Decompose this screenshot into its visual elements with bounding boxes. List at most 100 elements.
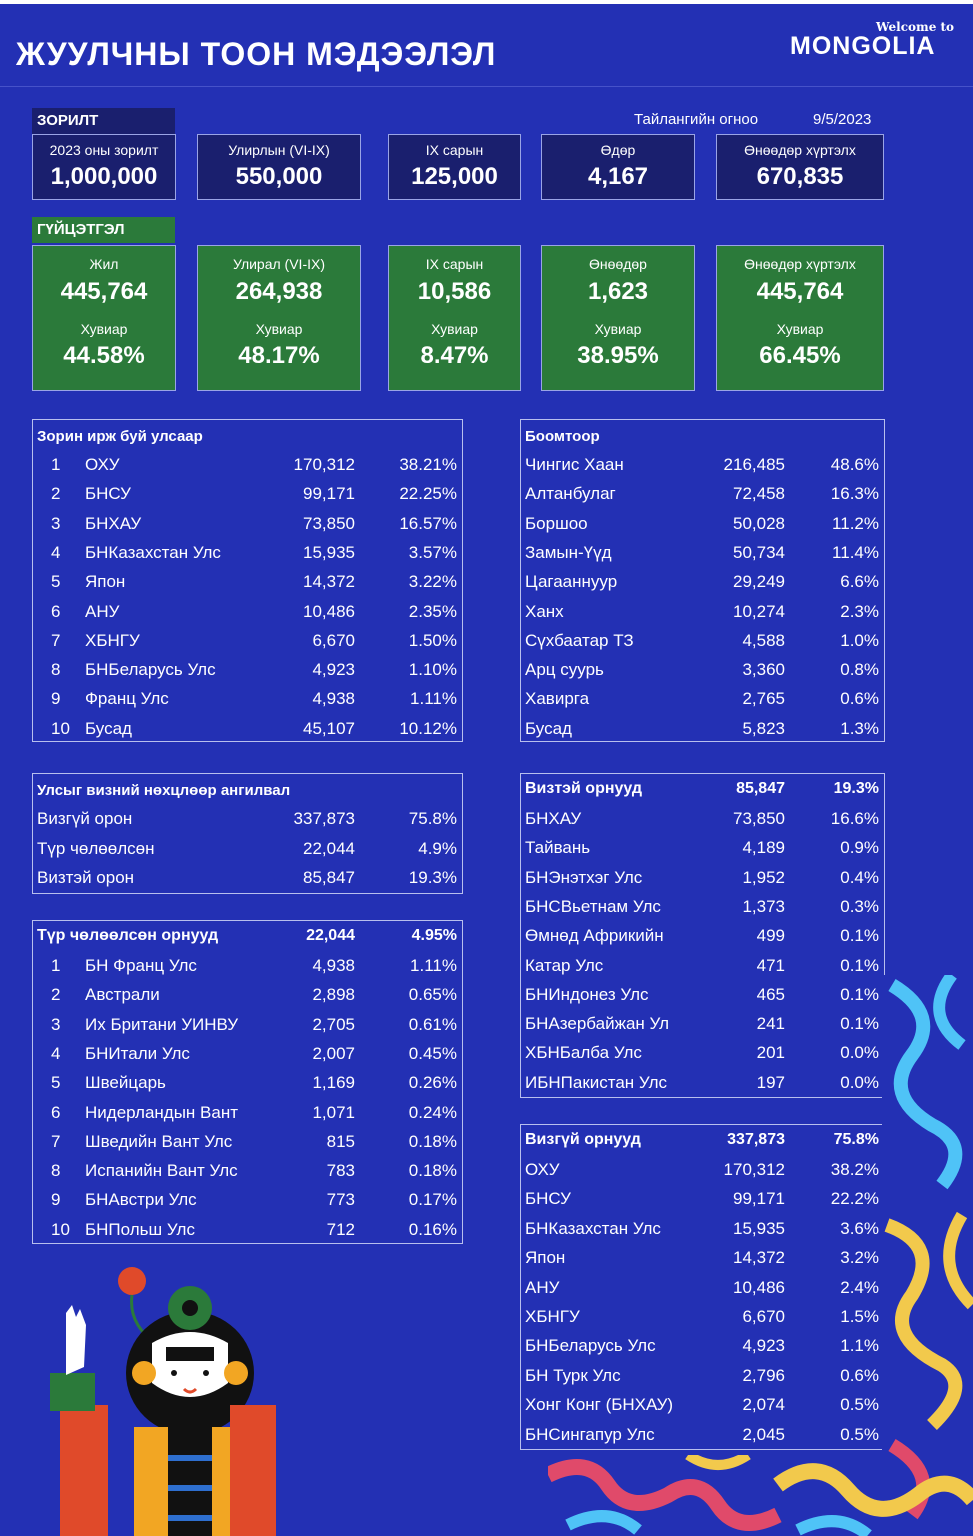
performance-pct-caption: Хувиар (594, 321, 642, 337)
count-cell: 5,823 (742, 718, 785, 738)
decorative-pattern-right (882, 975, 973, 1536)
performance-pct-caption: Хувиар (255, 321, 303, 337)
count-cell: 15,935 (303, 542, 355, 562)
count-cell: 99,171 (303, 484, 355, 504)
performance-section-label: ГҮЙЦЭТГЭЛ (32, 217, 175, 243)
table-row: ИБНПакистан Улс 197 0.0% (521, 1073, 884, 1102)
percent-cell: 11.2% (832, 513, 879, 533)
table-visa-free: Визгүй орнууд 337,873 75.8% ОХУ 170,312 38.2%… (520, 1124, 885, 1450)
country-cell: БНСУ (85, 484, 131, 504)
country-cell: ОХУ (85, 455, 120, 474)
percent-cell: 0.6% (840, 1365, 879, 1385)
table-row: Арц суурь 3,360 0.8% (521, 660, 884, 689)
table-row: Ханх 10,274 2.3% (521, 602, 884, 631)
count-cell: 2,045 (742, 1424, 785, 1444)
count-cell: 1,169 (312, 1073, 355, 1093)
count-cell: 2,796 (742, 1365, 785, 1385)
performance-box-season: Улирал (VI-IX) 264,938 Хувиар 48.17% (197, 245, 361, 391)
table-row: Визгүй орон 337,873 75.8% (33, 809, 462, 838)
country-cell: БНАвстри Улс (85, 1190, 197, 1210)
performance-pct-caption: Хувиар (776, 321, 824, 337)
rank-cell: 3 (51, 513, 61, 533)
count-cell: 197 (756, 1072, 785, 1092)
target-caption: Улирлын (VI-IX) (228, 142, 330, 158)
count-cell: 783 (326, 1161, 355, 1181)
rank-cell: 1 (51, 956, 61, 975)
table-visa-classification: Улсыг визний нөхцлөөр ангилвал Визгүй ор… (32, 773, 463, 894)
table-row: 4 БНКазахстан Улс 15,935 3.57% (33, 543, 462, 572)
percent-cell: 0.1% (840, 1014, 879, 1034)
name-cell: Катар Улс (525, 955, 604, 975)
percent-cell: 16.3% (830, 484, 879, 504)
country-cell: Бусад (85, 718, 132, 738)
table-row: Хонг Конг (БНХАУ) 2,074 0.5% (521, 1395, 884, 1424)
percent-cell: 4.9% (418, 838, 457, 858)
name-cell: БНСУ (525, 1189, 571, 1209)
top-border (0, 0, 973, 4)
count-cell: 471 (756, 955, 785, 975)
count-cell: 10,486 (303, 601, 355, 621)
rank-cell: 10 (51, 718, 70, 738)
rank-cell: 2 (51, 985, 61, 1005)
table-row: Өмнөд Африкийн 499 0.1% (521, 926, 884, 955)
performance-caption: IX сарын (425, 256, 484, 272)
count-cell: 72,458 (733, 484, 785, 504)
count-cell: 2,898 (312, 985, 355, 1005)
percent-cell: 0.45% (408, 1043, 457, 1063)
name-cell: БНКазахстан Улс (525, 1218, 661, 1238)
rank-cell: 6 (51, 1102, 61, 1122)
rank-cell: 7 (51, 1131, 61, 1151)
target-value: 550,000 (235, 163, 323, 190)
count-cell: 4,938 (312, 956, 355, 975)
percent-cell: 0.24% (408, 1102, 457, 1122)
country-cell: Франц Улс (85, 689, 169, 709)
percent-cell: 0.8% (840, 660, 879, 680)
count-cell: 22,044 (303, 838, 355, 858)
count-cell: 201 (756, 1043, 785, 1063)
percent-cell: 0.1% (840, 926, 879, 946)
count-cell: 45,107 (303, 718, 355, 738)
count-cell: 499 (756, 926, 785, 946)
name-cell: Арц суурь (525, 660, 604, 680)
percent-cell: 0.18% (408, 1161, 457, 1181)
count-cell: 815 (326, 1131, 355, 1151)
table-title: Улсыг визний нөхцлөөр ангилвал (37, 782, 291, 799)
table-header-row: Визтэй орнууд 85,847 19.3% (521, 780, 884, 809)
percent-cell: 22.2% (830, 1189, 879, 1209)
target-caption: Өнөөдөр хүртэлх (744, 142, 856, 158)
count-cell: 73,850 (733, 809, 785, 828)
count-cell: 4,189 (742, 838, 785, 858)
table-row: Замын-Үүд 50,734 11.4% (521, 543, 884, 572)
rank-cell: 4 (51, 542, 61, 562)
table-border-ports: Боомтоор Чингис Хаан 216,485 48.6% Алтанбул… (520, 419, 885, 742)
country-cell: БНПольш Улс (85, 1219, 195, 1239)
percent-cell: 6.6% (840, 572, 879, 592)
percent-cell: 0.4% (840, 867, 879, 887)
percent-cell: 0.26% (408, 1073, 457, 1093)
country-cell: Испанийн Вант Улс (85, 1161, 238, 1181)
country-cell: ХБНГУ (85, 630, 140, 650)
count-cell: 773 (326, 1190, 355, 1210)
count-cell: 712 (326, 1219, 355, 1239)
table-row: БНСУ 99,171 22.2% (521, 1189, 884, 1218)
count-cell: 22,044 (306, 927, 355, 944)
count-cell: 2,705 (312, 1014, 355, 1034)
table-row: БНБеларусь Улс 4,923 1.1% (521, 1336, 884, 1365)
table-row: 2 Австрали 2,898 0.65% (33, 985, 462, 1014)
country-cell: БН Франц Улс (85, 956, 197, 975)
report-date-value: 9/5/2023 (813, 111, 872, 128)
table-row: 10 Бусад 45,107 10.12% (33, 719, 462, 748)
rank-cell: 2 (51, 484, 61, 504)
rank-cell: 7 (51, 630, 61, 650)
table-row: Катар Улс 471 0.1% (521, 956, 884, 985)
table-row: ХБНБалба Улс 201 0.0% (521, 1043, 884, 1072)
percent-cell: 1.0% (840, 630, 879, 650)
name-cell: Тайвань (525, 838, 591, 858)
count-cell: 4,938 (312, 689, 355, 709)
target-box-month: IX сарын 125,000 (388, 134, 521, 200)
name-cell: Хавирга (525, 689, 590, 709)
name-cell: ОХУ (525, 1160, 560, 1179)
table-row: 6 Нидерландын Вант 1,071 0.24% (33, 1103, 462, 1132)
name-cell: БНАзербайжан Ул (525, 1014, 670, 1034)
table-row: 7 ХБНГУ 6,670 1.50% (33, 631, 462, 660)
